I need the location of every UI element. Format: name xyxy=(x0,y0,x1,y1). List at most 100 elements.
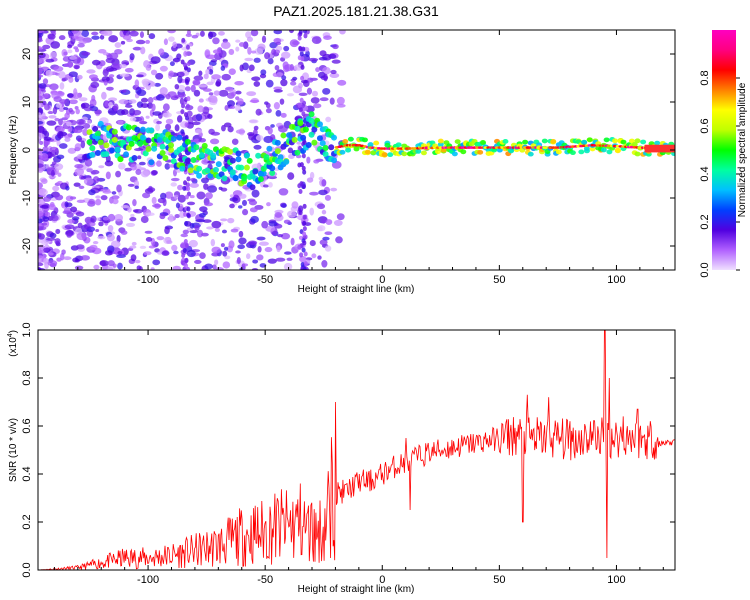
spectrogram-noise-blob xyxy=(38,182,44,189)
spectrogram-noise-blob xyxy=(203,73,209,80)
spectrogram-noise-blob xyxy=(177,194,186,203)
spectrogram-noise-blob xyxy=(106,86,114,91)
spectrogram-noise-blob xyxy=(196,191,206,200)
spectrogram-noise-blob xyxy=(159,213,166,220)
spectrogram-noise-blob xyxy=(235,104,241,112)
spectrogram-noise-blob xyxy=(246,36,254,42)
spectrogram-noise-blob xyxy=(208,128,215,135)
spectrogram-noise-blob xyxy=(229,203,235,209)
spectrogram-noise-blob xyxy=(95,228,100,233)
spectrogram-ridge-blob xyxy=(454,139,461,144)
spectrogram-noise-blob xyxy=(292,76,298,81)
spectrogram-noise-blob xyxy=(53,66,64,72)
spectrogram-noise-blob xyxy=(179,97,185,105)
snr-series-line xyxy=(38,330,675,570)
spectrogram-x-axis-title: Height of straight line (km) xyxy=(298,284,415,295)
spectrogram-noise-blob xyxy=(65,202,73,208)
spectrogram-noise-blob xyxy=(61,78,66,82)
spectrogram-noise-blob xyxy=(189,229,199,234)
spectrogram-noise-blob xyxy=(267,126,273,135)
spectrogram-noise-blob xyxy=(57,130,64,139)
spectrogram-noise-blob xyxy=(144,230,153,234)
spectrogram-noise-blob xyxy=(145,212,155,217)
spectrogram-streak-blob xyxy=(299,51,304,57)
spectrogram-ridge-blob xyxy=(249,184,256,191)
spectrogram-noise-blob xyxy=(165,123,172,131)
spectrogram-noise-blob xyxy=(170,182,177,187)
spectrogram-noise-blob xyxy=(80,102,90,109)
spectrogram-ridge-blob xyxy=(496,147,503,153)
spectrogram-noise-blob xyxy=(134,259,141,264)
spectrogram-noise-blob xyxy=(46,120,57,126)
spectrogram-noise-blob xyxy=(174,83,180,90)
spectrogram-ridge-blob xyxy=(286,132,293,139)
spectrogram-noise-blob xyxy=(211,220,222,229)
spectrogram-noise-blob xyxy=(202,106,210,115)
spectrogram-ridge-blob xyxy=(345,147,352,153)
spectrogram-noise-blob xyxy=(238,193,247,199)
spectrogram-noise-blob xyxy=(210,97,218,104)
spectrogram-noise-blob xyxy=(62,210,72,215)
spectrogram-noise-blob xyxy=(107,213,116,222)
spectrogram-noise-blob xyxy=(265,102,271,109)
spectrogram-noise-blob xyxy=(318,189,328,196)
spectrogram-noise-blob xyxy=(58,71,66,79)
spectrogram-noise-blob xyxy=(288,30,294,34)
spectrogram-noise-blob xyxy=(71,35,80,40)
spectrogram-noise-blob xyxy=(84,159,93,167)
spectrogram-noise-blob xyxy=(56,126,62,132)
spectrogram-noise-blob xyxy=(250,30,259,37)
spectrogram-noise-blob xyxy=(140,215,149,224)
spectrogram-noise-blob xyxy=(318,176,324,181)
spectrogram-noise-blob xyxy=(248,199,258,206)
spectrogram-ridge-blob xyxy=(123,151,130,158)
spectrogram-noise-blob xyxy=(67,219,75,224)
spectrogram-ridge-blob xyxy=(305,142,312,149)
spectrogram-noise-blob xyxy=(38,168,44,173)
spectrogram-noise-blob xyxy=(74,143,82,151)
spectrogram-noise-blob xyxy=(206,226,214,230)
snr-scale-label: (x104) xyxy=(7,330,19,357)
spectrogram-noise-blob xyxy=(160,192,167,200)
spectrogram-noise-blob xyxy=(134,79,140,88)
spectrogram-noise-blob xyxy=(235,90,242,95)
spectrogram-noise-blob xyxy=(109,52,119,60)
colorbar-ticks: 0.0 0.2 0.4 0.6 0.8 xyxy=(699,70,740,278)
spectrogram-noise-blob xyxy=(248,64,255,72)
spectrogram-ridge-blob xyxy=(235,156,242,163)
spectrogram-noise-blob xyxy=(222,250,228,257)
spectrogram-noise-blob xyxy=(318,56,328,61)
spectrogram-noise-blob xyxy=(111,191,117,195)
spectrogram-noise-blob xyxy=(175,202,180,209)
spectrogram-noise-blob xyxy=(267,58,274,65)
spectrogram-ridge-blob xyxy=(628,138,635,144)
spectrogram-noise-blob xyxy=(115,170,121,178)
spectrogram-noise-blob xyxy=(148,33,156,40)
spectrogram-noise-blob xyxy=(206,81,214,86)
spectrogram-ridge-blob xyxy=(614,147,621,153)
spectrogram-ridge-blob xyxy=(235,150,242,157)
spectrogram-noise-blob xyxy=(319,239,328,246)
spectrogram-streak-blob xyxy=(183,180,188,186)
spectrogram-ridge-blob xyxy=(581,139,588,145)
spectrogram-ridge-blob xyxy=(145,137,152,144)
spectrogram-noise-blob xyxy=(322,236,330,241)
spectrogram-ridge-blob xyxy=(125,124,132,131)
chart-title: PAZ1.2025.181.21.38.G31 xyxy=(273,3,439,19)
spectrogram-noise-blob xyxy=(132,199,137,207)
spectrogram-noise-blob xyxy=(306,177,314,183)
spectrogram-noise-blob xyxy=(47,33,56,40)
spectrogram-noise-blob xyxy=(43,247,51,253)
spectrogram-noise-blob xyxy=(139,245,147,249)
spectrogram-noise-blob xyxy=(70,206,78,213)
spectrogram-noise-blob xyxy=(155,72,164,80)
spectrogram-noise-blob xyxy=(188,239,198,248)
spectrogram-noise-blob xyxy=(280,112,287,118)
spectrogram-noise-blob xyxy=(67,49,73,54)
spectrogram-noise-blob xyxy=(274,212,283,218)
spectrogram-ridge-blob xyxy=(86,129,93,136)
spectrogram-noise-blob xyxy=(52,185,60,192)
spectrogram-noise-blob xyxy=(249,119,258,123)
spectrogram-ridge-blob xyxy=(322,151,329,158)
